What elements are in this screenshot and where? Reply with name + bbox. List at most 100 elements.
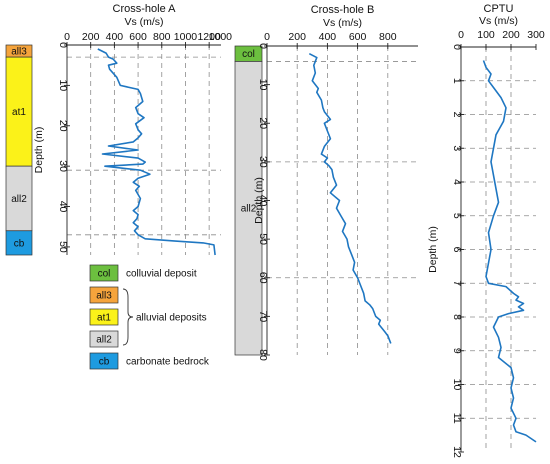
data-point — [500, 347, 501, 348]
legend-swatch-at1 — [89, 308, 119, 326]
data-point — [330, 138, 331, 139]
data-point — [336, 208, 337, 209]
data-point — [316, 57, 317, 58]
data-point — [498, 202, 499, 203]
data-point — [378, 324, 379, 325]
strata-label-at1: at1 — [12, 107, 26, 118]
data-point — [515, 431, 516, 432]
y-tick-label: 5 — [451, 213, 463, 219]
data-point — [330, 119, 331, 120]
data-point — [493, 148, 494, 149]
data-point — [336, 184, 337, 185]
data-point — [137, 137, 138, 138]
y-tick-label: 0 — [257, 43, 269, 49]
data-point — [515, 300, 516, 301]
strata-label-all2: all2 — [11, 194, 27, 205]
data-point — [133, 222, 134, 223]
y-tick-label: 40 — [257, 195, 269, 207]
x-axis-label: Vs (m/s) — [124, 16, 163, 28]
data-point — [503, 121, 504, 122]
data-point — [137, 129, 138, 130]
x-tick-label: 0 — [264, 31, 270, 43]
x-tick-label: 600 — [349, 31, 367, 43]
data-point — [133, 210, 134, 211]
chart-title: CPTU — [484, 3, 514, 15]
data-point — [513, 397, 514, 398]
data-point — [324, 111, 325, 112]
data-point — [510, 408, 511, 409]
data-point — [140, 93, 141, 94]
data-point — [139, 186, 140, 187]
data-point — [510, 387, 511, 388]
vs-profile-line — [308, 52, 392, 344]
data-point — [535, 441, 536, 442]
data-point — [120, 85, 121, 86]
strata-at1 — [5, 56, 33, 167]
data-point — [490, 249, 491, 250]
y-tick-label: 30 — [57, 160, 69, 172]
x-axis-label: Vs (m/s) — [479, 15, 518, 27]
data-point — [518, 306, 519, 307]
data-point — [108, 57, 109, 58]
data-point — [498, 316, 499, 317]
y-tick-label: 20 — [257, 117, 269, 129]
x-tick-label: 400 — [319, 31, 337, 43]
x-tick-label: 600 — [129, 31, 147, 43]
x-tick-label: 0 — [64, 31, 70, 43]
data-point — [498, 337, 499, 338]
data-point — [513, 424, 514, 425]
strata-label-col: col — [242, 49, 255, 60]
data-point — [137, 113, 138, 114]
data-point — [321, 99, 322, 100]
vs-profile-line — [482, 60, 537, 443]
data-point — [108, 145, 109, 146]
chart-title: Cross-hole B — [311, 4, 375, 16]
y-tick-label: 11 — [451, 413, 463, 424]
x-tick-label: 1000 — [174, 31, 198, 43]
data-point — [145, 238, 146, 239]
x-tick-label: 100 — [477, 29, 495, 41]
data-point — [108, 65, 109, 66]
data-point — [495, 188, 496, 189]
data-point — [374, 312, 375, 313]
data-point — [493, 87, 494, 88]
data-point — [324, 146, 325, 147]
legend-code-all2: all2 — [96, 335, 112, 346]
data-point — [493, 175, 494, 176]
data-point — [354, 262, 355, 263]
legend-group-label: alluvial deposits — [136, 313, 207, 324]
data-point — [116, 63, 117, 64]
y-tick-label: 0 — [57, 42, 69, 48]
y-tick-label: 9 — [451, 348, 463, 354]
data-point — [143, 117, 144, 118]
x-tick-label: 300 — [527, 29, 545, 41]
data-point — [381, 327, 382, 328]
data-point — [490, 161, 491, 162]
data-point — [328, 165, 329, 166]
data-point — [145, 162, 146, 163]
data-point — [498, 357, 499, 358]
x-tick-label: 200 — [82, 31, 100, 43]
data-point — [345, 223, 346, 224]
x-tick-label: 200 — [502, 29, 520, 41]
x-tick-label: 1000 — [209, 31, 233, 43]
data-point — [324, 123, 325, 124]
data-point — [352, 269, 353, 270]
data-point — [375, 316, 376, 317]
data-point — [321, 154, 322, 155]
data-point — [490, 73, 491, 74]
strata-cb — [5, 230, 33, 256]
data-point — [342, 231, 343, 232]
legend-swatch-all2 — [89, 330, 119, 348]
data-point — [340, 215, 341, 216]
legend-code-at1: at1 — [97, 313, 111, 324]
data-point — [318, 88, 319, 89]
y-axis-label: Depth (m) — [253, 177, 265, 224]
data-point — [137, 149, 138, 150]
data-point — [102, 153, 103, 154]
legend-label: colluvial deposit — [126, 269, 197, 280]
data-point — [140, 170, 141, 171]
data-point — [137, 234, 138, 235]
